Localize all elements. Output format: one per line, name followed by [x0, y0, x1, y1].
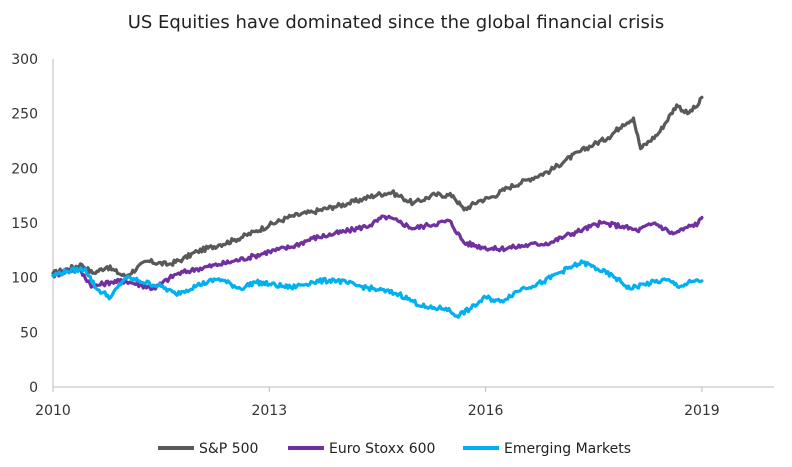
x-tick-label: 2010	[35, 403, 71, 419]
y-tick-label: 50	[20, 325, 38, 341]
legend-label: S&P 500	[199, 441, 258, 457]
series-lines	[51, 95, 704, 319]
legend: S&P 500 Euro Stoxx 600 Emerging Markets	[158, 441, 631, 457]
y-tick-label: 200	[11, 161, 38, 177]
y-tick-label: 150	[11, 216, 38, 232]
legend-label: Emerging Markets	[504, 441, 631, 457]
y-tick-labels: 0 50 100 150 200 250 300	[11, 52, 38, 396]
series-line-1	[51, 214, 704, 292]
y-tick-label: 250	[11, 107, 38, 123]
series-line-0	[51, 95, 704, 279]
y-tick-label: 300	[11, 52, 38, 68]
y-tick-label: 0	[29, 380, 38, 396]
legend-label: Euro Stoxx 600	[329, 441, 435, 457]
x-tick-label: 2013	[251, 403, 287, 419]
x-tick-labels: 2010 2013 2016 2019	[35, 387, 720, 419]
x-tick-label: 2016	[468, 403, 504, 419]
series-line-2	[51, 259, 704, 319]
x-tick-label: 2019	[684, 403, 720, 419]
chart-title: US Equities have dominated since the glo…	[128, 12, 665, 33]
y-tick-label: 100	[11, 271, 38, 287]
